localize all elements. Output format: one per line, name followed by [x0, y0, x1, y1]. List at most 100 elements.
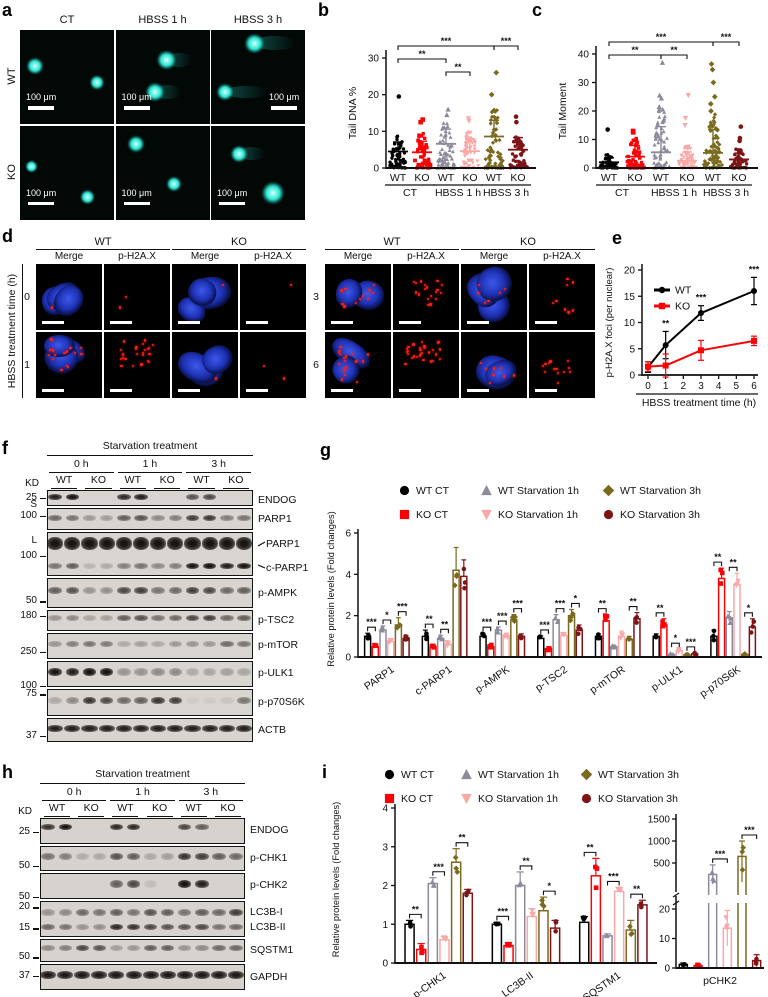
band	[48, 697, 62, 705]
bar-p-TSC2-WT-CT	[537, 637, 545, 658]
scale-bar	[399, 389, 421, 392]
svg-text:10: 10	[368, 127, 380, 138]
ph2ax-focus	[340, 289, 343, 292]
blot-marker-250: 250	[20, 645, 37, 657]
blot-row-PARP1-S	[47, 508, 253, 530]
band	[82, 514, 97, 521]
blot-label-LC3B-I: LC3B-I	[250, 906, 283, 919]
scale-bar	[535, 321, 557, 324]
band	[48, 562, 62, 569]
ph2ax-focus	[429, 295, 433, 298]
blot-marker-dash	[40, 601, 46, 603]
ph2ax-focus	[371, 291, 375, 295]
svg-text:**: **	[522, 856, 530, 866]
svg-text:0: 0	[629, 371, 635, 382]
ph2ax-focus	[124, 358, 127, 361]
blot-lane-group: KO	[220, 802, 236, 814]
svg-text:p-ULK1: p-ULK1	[649, 664, 685, 694]
chart-p-CHK1-LC3B-II-SQSTM1: 0 1 2 3 4 Relative protein levels (Fold chang…	[331, 802, 657, 997]
svg-text:KO: KO	[731, 172, 746, 184]
ph2ax-focus	[435, 353, 438, 356]
bar-p-CHK1-WT-Starvation-1h	[427, 882, 439, 964]
band	[229, 853, 243, 861]
ph2ax-focus	[355, 380, 359, 383]
panel-h-letter: h	[2, 762, 13, 782]
confocal-KO-t0-merge	[172, 264, 238, 330]
blot-lane-group: WT	[48, 802, 66, 814]
band	[126, 909, 141, 917]
svg-text:p-CHK1: p-CHK1	[411, 970, 449, 997]
ph2ax-focus	[564, 308, 567, 311]
svg-text:*: *	[674, 633, 678, 643]
legend-label: WT Starvation 1h	[498, 484, 579, 497]
band	[168, 514, 183, 521]
blot-label-arrow	[257, 541, 266, 547]
svg-text:WT: WT	[675, 285, 692, 297]
band	[185, 493, 200, 500]
legend-label: KO Starvation 3h	[620, 508, 700, 521]
ph2ax-focus	[341, 302, 344, 305]
band	[178, 923, 192, 930]
svg-text:3: 3	[382, 842, 388, 853]
ph2ax-focus	[339, 352, 342, 355]
blot-marker-100: 100	[20, 509, 37, 521]
band	[65, 615, 80, 622]
band	[201, 724, 218, 732]
blot-lane-group: WT	[185, 802, 202, 814]
legend-marker-circle	[581, 793, 592, 804]
band	[185, 640, 200, 647]
ph2ax-focus	[418, 293, 421, 296]
comet-image-WT-0: 100 μm	[20, 30, 114, 124]
band	[134, 667, 148, 676]
band	[185, 562, 200, 569]
blot-label-arrow	[257, 564, 266, 569]
blot-row-ENDOG	[40, 818, 245, 844]
blot-marker-37: 37	[18, 969, 30, 981]
panel-e-letter: e	[612, 228, 623, 248]
ph2ax-focus	[339, 349, 342, 352]
blot-lane-underline	[146, 816, 173, 818]
band	[81, 536, 98, 550]
blot-lane-group: WT	[193, 474, 210, 486]
confocal-KO-t6-merge	[461, 332, 527, 398]
blot-marker-50: 50	[18, 890, 30, 902]
comet-head	[25, 56, 45, 75]
blot-marker-dash	[33, 928, 39, 930]
legend-item-ko-ct: KO CT	[383, 792, 433, 805]
scale-bar	[178, 321, 200, 324]
blot-label-p-TSC2: p-TSC2	[258, 614, 295, 627]
ph2ax-focus	[340, 378, 343, 381]
blot-time-underline	[186, 472, 251, 474]
svg-text:KO: KO	[462, 172, 477, 184]
ph2ax-focus	[555, 368, 558, 371]
band	[75, 923, 89, 930]
ph2ax-focus	[434, 297, 437, 301]
ph2ax-focus	[427, 351, 430, 354]
svg-text:CT: CT	[403, 187, 418, 199]
band	[143, 853, 158, 861]
legend-label: KO Starvation 1h	[478, 792, 558, 805]
band	[64, 724, 81, 732]
bar-SQSTM1-WT-Starvation-1h	[602, 935, 613, 964]
band	[161, 923, 175, 930]
ph2ax-focus	[73, 352, 76, 355]
legend-marker-tri-down	[481, 509, 492, 521]
band	[58, 853, 72, 861]
band	[150, 536, 167, 550]
ph2ax-focus	[343, 356, 346, 359]
comet-head	[127, 135, 146, 154]
bar-p-CHK1-WT-Starvation-3h	[450, 861, 462, 964]
blot-row-LC3B	[40, 901, 245, 937]
band	[212, 909, 226, 917]
panel-d-channel-header: p-H2A.X	[254, 251, 292, 262]
band	[151, 586, 165, 594]
svg-text:***: ***	[482, 617, 493, 627]
band	[82, 667, 97, 676]
svg-text:Relative protein levels (Fold: Relative protein levels (Fold changes)	[326, 511, 336, 667]
blot-time-group: 3 h	[211, 458, 226, 470]
svg-text:***: ***	[686, 637, 697, 647]
ph2ax-focus	[499, 366, 502, 369]
scale-bar	[28, 106, 54, 110]
band	[109, 923, 124, 930]
